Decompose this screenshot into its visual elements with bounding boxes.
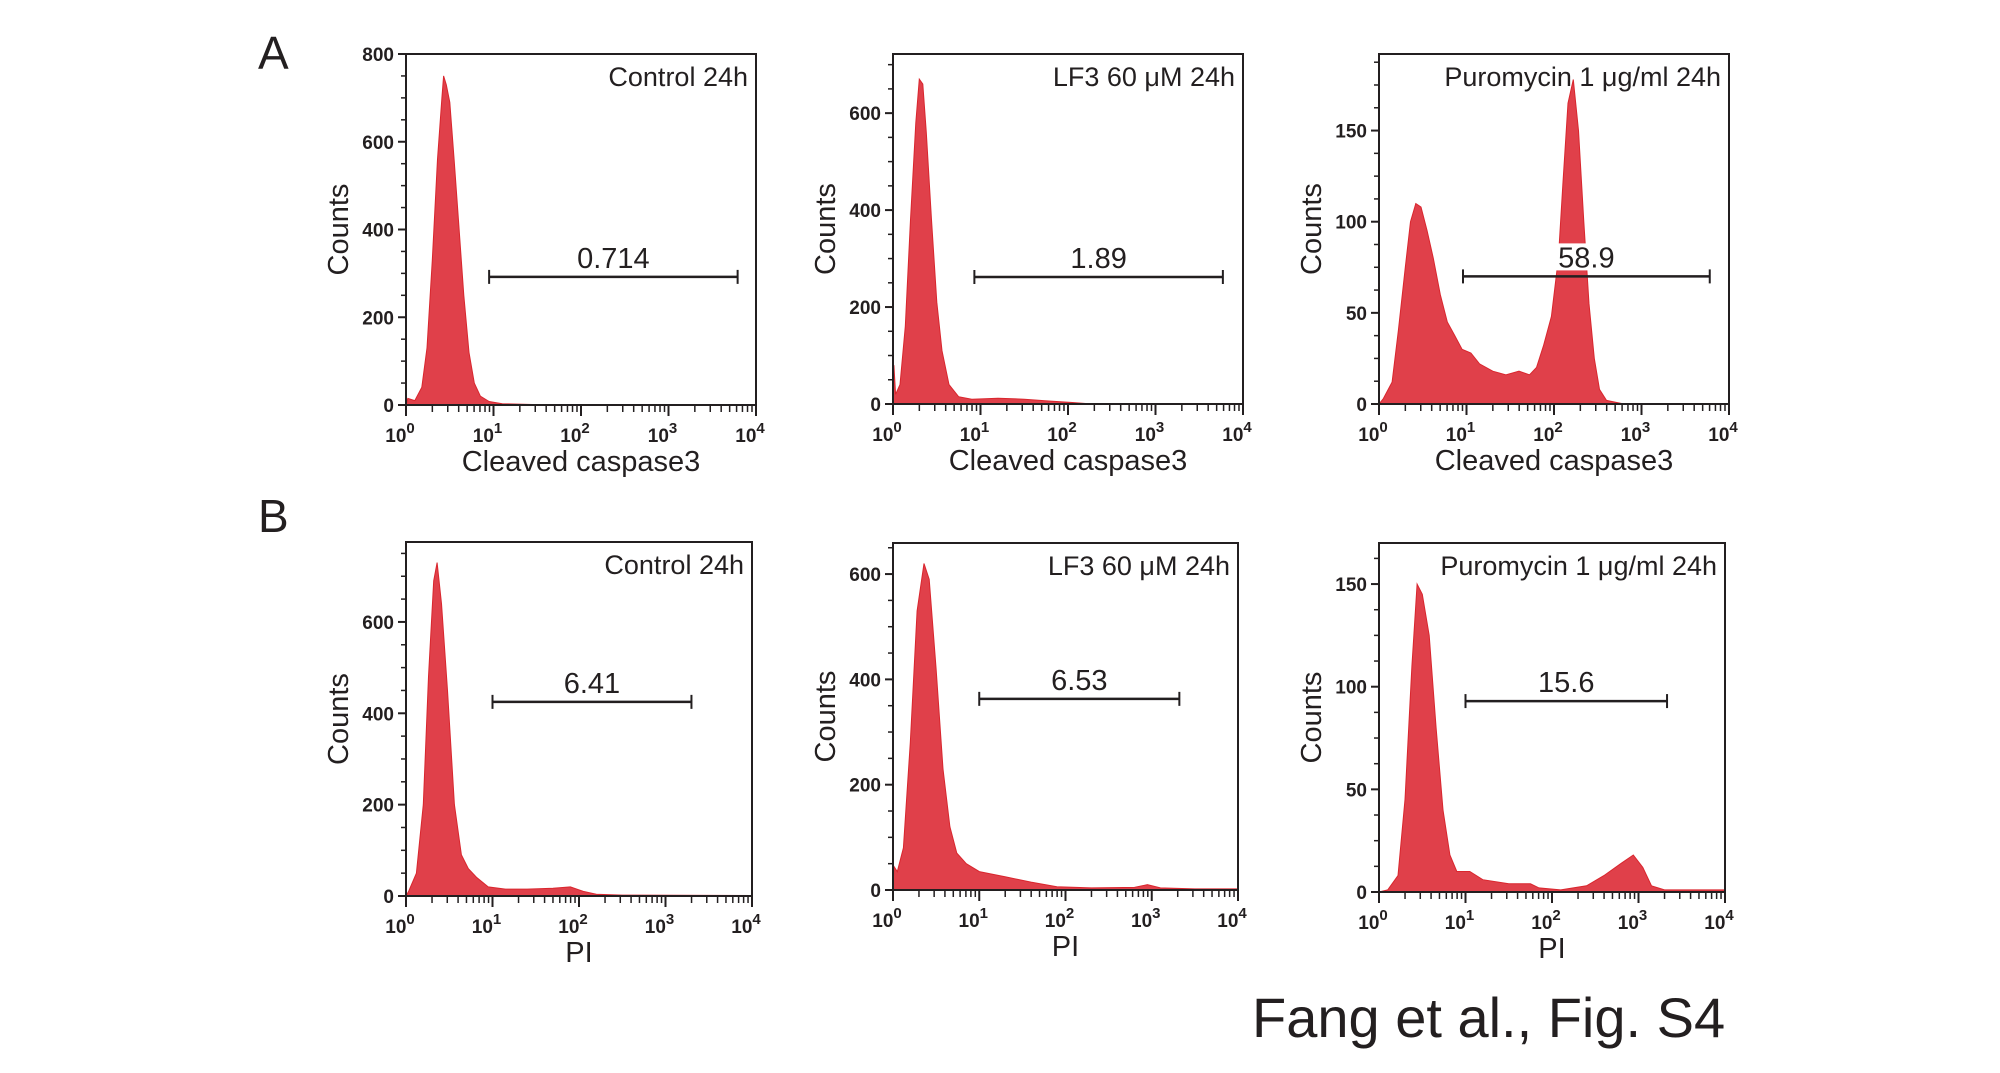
y-axis-title: Counts — [1296, 672, 1328, 764]
plot-frame — [892, 53, 1244, 405]
x-tick-label: 103 — [1621, 419, 1650, 446]
y-tick-label: 600 — [849, 104, 881, 125]
y-tick-label: 400 — [362, 221, 394, 242]
histogram-area — [892, 77, 1244, 405]
y-tick-label: 0 — [870, 395, 881, 416]
y-tick-label: 200 — [849, 298, 881, 319]
y-tick-label: 800 — [362, 45, 394, 66]
figure-caption: Fang et al., Fig. S4 — [1252, 986, 1726, 1049]
x-tick-label: 100 — [1358, 907, 1387, 934]
x-tick-label: 103 — [648, 420, 677, 447]
y-axis-title: Counts — [323, 184, 355, 276]
x-axis-title: Cleaved caspase3 — [949, 445, 1188, 477]
x-tick-label: 101 — [960, 419, 989, 446]
gate-percentage-label: 58.9 — [1558, 242, 1614, 274]
x-axis-title: PI — [1538, 933, 1565, 965]
x-tick-label: 102 — [1531, 907, 1560, 934]
condition-label: Puromycin 1 μg/ml 24h — [1440, 551, 1717, 581]
histogram-area — [405, 75, 757, 406]
condition-label: LF3 60 μM 24h — [1053, 62, 1235, 92]
histogram-area — [1377, 79, 1729, 405]
histogram-panel-b-1: 0 200 400 600 100 101 102 103 104 PI Counts Control… — [323, 541, 761, 969]
x-axis-title: PI — [1052, 931, 1079, 963]
y-tick-label: 200 — [362, 796, 394, 817]
x-tick-label: 101 — [1445, 907, 1474, 934]
y-tick-label: 0 — [383, 887, 394, 908]
x-tick-label: 103 — [1131, 905, 1160, 932]
histogram-area — [892, 563, 1239, 891]
y-axis-title: Counts — [1296, 183, 1328, 275]
y-tick-label: 400 — [849, 670, 881, 691]
y-tick-label: 400 — [362, 704, 394, 725]
panel-letter-b: B — [258, 490, 289, 542]
condition-label: Control 24h — [608, 62, 748, 92]
condition-label: Control 24h — [604, 550, 744, 580]
y-tick-label: 100 — [1335, 678, 1367, 699]
x-tick-label: 102 — [1047, 419, 1076, 446]
x-tick-label: 103 — [1618, 907, 1647, 934]
y-tick-label: 150 — [1335, 575, 1367, 596]
gate-percentage-label: 15.6 — [1538, 667, 1594, 699]
x-tick-label: 103 — [645, 911, 674, 938]
y-tick-label: 0 — [383, 396, 394, 417]
y-tick-label: 0 — [1356, 883, 1367, 904]
y-tick-label: 600 — [849, 565, 881, 586]
x-tick-label: 100 — [385, 420, 414, 447]
y-tick-label: 100 — [1335, 213, 1367, 234]
x-tick-label: 100 — [872, 419, 901, 446]
x-tick-label: 102 — [560, 420, 589, 447]
histogram-panel-a-3: 0 50 100 150 100 101 102 103 104 Cleaved caspase3… — [1296, 53, 1738, 477]
x-tick-label: 102 — [558, 911, 587, 938]
x-tick-label: 104 — [1222, 419, 1252, 446]
histogram-panel-a-1: 0 200 400 600 800 100 101 102 103 104 Cleaved casp… — [323, 45, 765, 478]
y-axis-title: Counts — [810, 183, 842, 275]
histogram-panel-b-2: 0 200 400 600 100 101 102 103 104 PI Counts LF3 60 … — [810, 542, 1247, 963]
condition-label: LF3 60 μM 24h — [1048, 551, 1230, 581]
histogram-panel-b-3: 0 50 100 150 100 101 102 103 104 PI Counts Puromyci… — [1296, 542, 1734, 965]
x-tick-label: 102 — [1533, 419, 1562, 446]
y-tick-label: 200 — [849, 776, 881, 797]
x-axis-title: Cleaved caspase3 — [1435, 445, 1674, 477]
y-axis-title: Counts — [810, 671, 842, 763]
condition-label: Puromycin 1 μg/ml 24h — [1444, 62, 1721, 92]
gate-percentage-label: 6.41 — [564, 668, 620, 700]
x-tick-label: 103 — [1135, 419, 1164, 446]
y-tick-label: 600 — [362, 613, 394, 634]
histogram-area — [1378, 582, 1726, 893]
x-tick-label: 101 — [1446, 419, 1475, 446]
gate-percentage-label: 1.89 — [1070, 243, 1126, 275]
histogram-area — [405, 562, 753, 897]
gate-percentage-label: 6.53 — [1051, 665, 1107, 697]
panel-letter-a: A — [258, 27, 289, 79]
x-tick-label: 104 — [731, 911, 761, 938]
x-tick-label: 100 — [385, 911, 414, 938]
histogram-panel-a-2: 0 200 400 600 100 101 102 103 104 Cleaved caspase… — [810, 53, 1252, 477]
y-axis-title: Counts — [323, 673, 355, 765]
x-axis-title: Cleaved caspase3 — [462, 446, 701, 478]
x-tick-label: 104 — [1708, 419, 1738, 446]
x-tick-label: 100 — [1358, 419, 1387, 446]
y-tick-label: 0 — [870, 881, 881, 902]
y-tick-label: 150 — [1335, 122, 1367, 143]
x-tick-label: 100 — [872, 905, 901, 932]
x-tick-label: 104 — [1704, 907, 1734, 934]
y-tick-label: 400 — [849, 201, 881, 222]
gate-percentage-label: 0.714 — [577, 243, 650, 275]
y-tick-label: 200 — [362, 308, 394, 329]
x-tick-label: 101 — [959, 905, 988, 932]
x-axis-title: PI — [565, 937, 592, 969]
y-tick-label: 600 — [362, 133, 394, 154]
y-tick-label: 50 — [1346, 304, 1367, 325]
x-tick-label: 104 — [735, 420, 765, 447]
x-tick-label: 102 — [1045, 905, 1074, 932]
x-tick-label: 101 — [472, 911, 501, 938]
y-tick-label: 0 — [1356, 395, 1367, 416]
x-tick-label: 101 — [473, 420, 502, 447]
y-tick-label: 50 — [1346, 780, 1367, 801]
x-tick-label: 104 — [1217, 905, 1247, 932]
